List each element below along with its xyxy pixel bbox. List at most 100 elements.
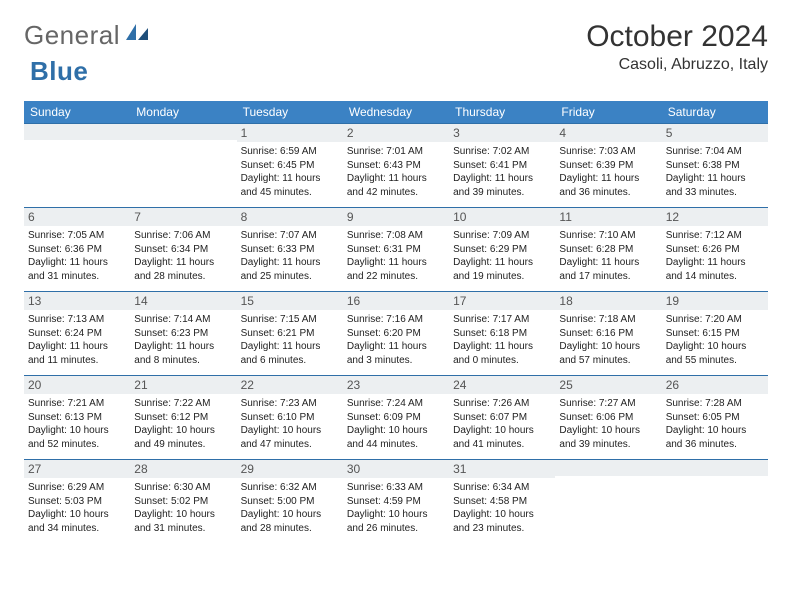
daylight-text: Daylight: 11 hours and 11 minutes.: [28, 340, 126, 367]
sunrise-text: Sunrise: 7:09 AM: [453, 229, 551, 243]
sunset-text: Sunset: 6:09 PM: [347, 411, 445, 425]
calendar-row: 13Sunrise: 7:13 AMSunset: 6:24 PMDayligh…: [24, 292, 768, 376]
calendar-cell: 16Sunrise: 7:16 AMSunset: 6:20 PMDayligh…: [343, 292, 449, 376]
daylight-text: Daylight: 10 hours and 57 minutes.: [559, 340, 657, 367]
sunset-text: Sunset: 6:10 PM: [241, 411, 339, 425]
calendar-cell: 27Sunrise: 6:29 AMSunset: 5:03 PMDayligh…: [24, 460, 130, 544]
calendar-cell: 29Sunrise: 6:32 AMSunset: 5:00 PMDayligh…: [237, 460, 343, 544]
day-body: Sunrise: 7:14 AMSunset: 6:23 PMDaylight:…: [130, 310, 236, 371]
daylight-text: Daylight: 11 hours and 25 minutes.: [241, 256, 339, 283]
daylight-text: Daylight: 11 hours and 42 minutes.: [347, 172, 445, 199]
calendar-cell: 11Sunrise: 7:10 AMSunset: 6:28 PMDayligh…: [555, 208, 661, 292]
brand-logo: General: [24, 20, 152, 51]
day-body: Sunrise: 7:04 AMSunset: 6:38 PMDaylight:…: [662, 142, 768, 203]
day-number: 20: [24, 376, 130, 394]
calendar-row: 6Sunrise: 7:05 AMSunset: 6:36 PMDaylight…: [24, 208, 768, 292]
sunrise-text: Sunrise: 7:01 AM: [347, 145, 445, 159]
daylight-text: Daylight: 11 hours and 0 minutes.: [453, 340, 551, 367]
day-number: [130, 124, 236, 140]
day-body: Sunrise: 6:32 AMSunset: 5:00 PMDaylight:…: [237, 478, 343, 539]
day-number: 10: [449, 208, 555, 226]
day-number: 1: [237, 124, 343, 142]
calendar-cell: 22Sunrise: 7:23 AMSunset: 6:10 PMDayligh…: [237, 376, 343, 460]
day-body: Sunrise: 7:13 AMSunset: 6:24 PMDaylight:…: [24, 310, 130, 371]
day-number: 4: [555, 124, 661, 142]
sunrise-text: Sunrise: 7:17 AM: [453, 313, 551, 327]
day-number: 15: [237, 292, 343, 310]
calendar-cell: 9Sunrise: 7:08 AMSunset: 6:31 PMDaylight…: [343, 208, 449, 292]
sunrise-text: Sunrise: 6:30 AM: [134, 481, 232, 495]
sunrise-text: Sunrise: 7:03 AM: [559, 145, 657, 159]
day-number: 6: [24, 208, 130, 226]
sunset-text: Sunset: 6:34 PM: [134, 243, 232, 257]
sunrise-text: Sunrise: 7:14 AM: [134, 313, 232, 327]
sunset-text: Sunset: 6:18 PM: [453, 327, 551, 341]
sunset-text: Sunset: 6:21 PM: [241, 327, 339, 341]
sunrise-text: Sunrise: 7:21 AM: [28, 397, 126, 411]
sunrise-text: Sunrise: 7:13 AM: [28, 313, 126, 327]
sunset-text: Sunset: 5:00 PM: [241, 495, 339, 509]
day-body: Sunrise: 6:33 AMSunset: 4:59 PMDaylight:…: [343, 478, 449, 539]
day-body: Sunrise: 7:15 AMSunset: 6:21 PMDaylight:…: [237, 310, 343, 371]
calendar-table: Sunday Monday Tuesday Wednesday Thursday…: [24, 101, 768, 544]
day-number: 17: [449, 292, 555, 310]
sunrise-text: Sunrise: 6:59 AM: [241, 145, 339, 159]
day-number: 3: [449, 124, 555, 142]
sunrise-text: Sunrise: 7:16 AM: [347, 313, 445, 327]
calendar-cell: [555, 460, 661, 544]
sunrise-text: Sunrise: 7:05 AM: [28, 229, 126, 243]
day-number: 13: [24, 292, 130, 310]
calendar-cell: [662, 460, 768, 544]
day-body: Sunrise: 7:26 AMSunset: 6:07 PMDaylight:…: [449, 394, 555, 455]
day-body: Sunrise: 7:22 AMSunset: 6:12 PMDaylight:…: [130, 394, 236, 455]
daylight-text: Daylight: 10 hours and 52 minutes.: [28, 424, 126, 451]
day-body: Sunrise: 7:05 AMSunset: 6:36 PMDaylight:…: [24, 226, 130, 287]
sunrise-text: Sunrise: 6:34 AM: [453, 481, 551, 495]
calendar-cell: 4Sunrise: 7:03 AMSunset: 6:39 PMDaylight…: [555, 124, 661, 208]
calendar-cell: 17Sunrise: 7:17 AMSunset: 6:18 PMDayligh…: [449, 292, 555, 376]
month-title: October 2024: [586, 20, 768, 54]
calendar-cell: [130, 124, 236, 208]
sail-icon: [122, 22, 150, 49]
daylight-text: Daylight: 10 hours and 36 minutes.: [666, 424, 764, 451]
calendar-cell: 26Sunrise: 7:28 AMSunset: 6:05 PMDayligh…: [662, 376, 768, 460]
calendar-row: 20Sunrise: 7:21 AMSunset: 6:13 PMDayligh…: [24, 376, 768, 460]
sunset-text: Sunset: 6:05 PM: [666, 411, 764, 425]
sunrise-text: Sunrise: 7:07 AM: [241, 229, 339, 243]
title-block: October 2024 Casoli, Abruzzo, Italy: [586, 20, 768, 74]
day-body: Sunrise: 7:16 AMSunset: 6:20 PMDaylight:…: [343, 310, 449, 371]
day-number: 28: [130, 460, 236, 478]
day-body: Sunrise: 7:17 AMSunset: 6:18 PMDaylight:…: [449, 310, 555, 371]
sunset-text: Sunset: 4:58 PM: [453, 495, 551, 509]
daylight-text: Daylight: 10 hours and 55 minutes.: [666, 340, 764, 367]
day-body: Sunrise: 7:21 AMSunset: 6:13 PMDaylight:…: [24, 394, 130, 455]
sunset-text: Sunset: 6:33 PM: [241, 243, 339, 257]
day-number: 8: [237, 208, 343, 226]
sunrise-text: Sunrise: 6:32 AM: [241, 481, 339, 495]
sunset-text: Sunset: 6:36 PM: [28, 243, 126, 257]
sunset-text: Sunset: 6:43 PM: [347, 159, 445, 173]
sunrise-text: Sunrise: 7:22 AM: [134, 397, 232, 411]
weekday-row: Sunday Monday Tuesday Wednesday Thursday…: [24, 101, 768, 124]
day-number: 5: [662, 124, 768, 142]
calendar-cell: 21Sunrise: 7:22 AMSunset: 6:12 PMDayligh…: [130, 376, 236, 460]
calendar-row: 1Sunrise: 6:59 AMSunset: 6:45 PMDaylight…: [24, 124, 768, 208]
day-body: Sunrise: 7:03 AMSunset: 6:39 PMDaylight:…: [555, 142, 661, 203]
calendar-cell: 12Sunrise: 7:12 AMSunset: 6:26 PMDayligh…: [662, 208, 768, 292]
day-number: 24: [449, 376, 555, 394]
day-body: Sunrise: 6:30 AMSunset: 5:02 PMDaylight:…: [130, 478, 236, 539]
brand-part2: Blue: [30, 56, 88, 87]
day-body: Sunrise: 7:09 AMSunset: 6:29 PMDaylight:…: [449, 226, 555, 287]
day-number: 26: [662, 376, 768, 394]
calendar-cell: 13Sunrise: 7:13 AMSunset: 6:24 PMDayligh…: [24, 292, 130, 376]
day-body: Sunrise: 6:29 AMSunset: 5:03 PMDaylight:…: [24, 478, 130, 539]
sunrise-text: Sunrise: 6:33 AM: [347, 481, 445, 495]
sunrise-text: Sunrise: 7:06 AM: [134, 229, 232, 243]
sunset-text: Sunset: 5:02 PM: [134, 495, 232, 509]
calendar-cell: 2Sunrise: 7:01 AMSunset: 6:43 PMDaylight…: [343, 124, 449, 208]
day-number: 30: [343, 460, 449, 478]
day-body: Sunrise: 7:18 AMSunset: 6:16 PMDaylight:…: [555, 310, 661, 371]
sunset-text: Sunset: 6:38 PM: [666, 159, 764, 173]
sunrise-text: Sunrise: 7:26 AM: [453, 397, 551, 411]
day-number: 21: [130, 376, 236, 394]
